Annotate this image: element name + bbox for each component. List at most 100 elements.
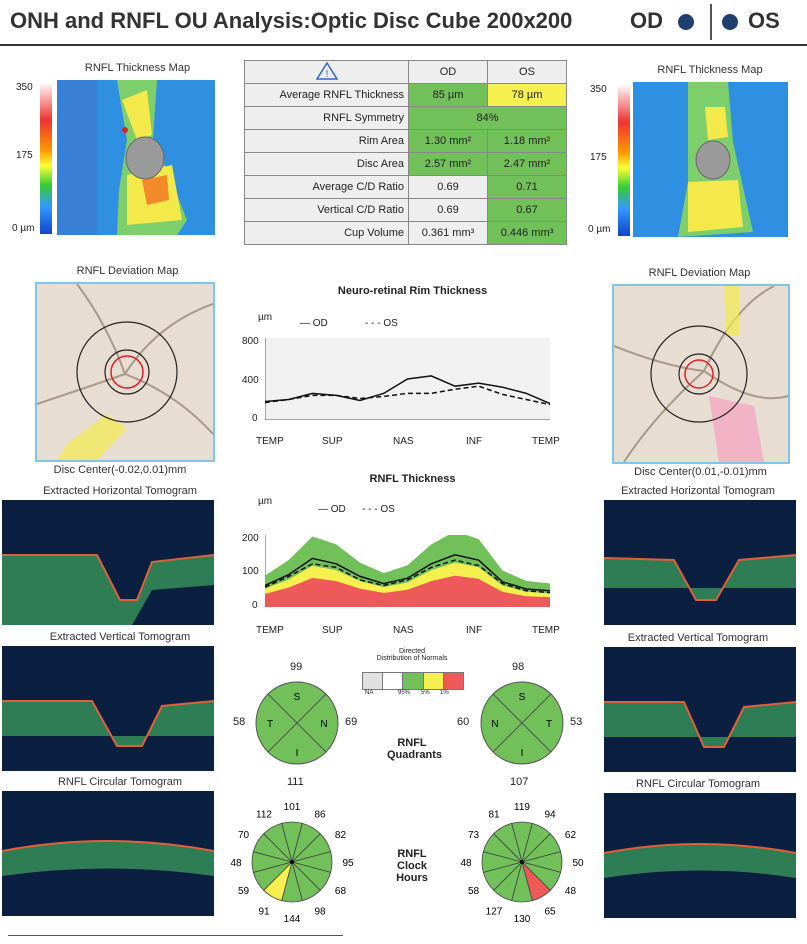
od-value: 2.57 mm² <box>408 152 488 176</box>
rnfl-chart-plot <box>265 535 550 607</box>
clock-value: 48 <box>565 886 577 897</box>
os-value: 0.67 <box>487 198 567 222</box>
clock-center <box>520 860 524 864</box>
rim-legend-os-text: OS <box>383 318 398 329</box>
od-quad-t: T <box>267 719 273 730</box>
od-horizontal-tomogram <box>2 500 214 625</box>
col-od: OD <box>408 60 488 84</box>
os-thickness-map-label: RNFL Thickness Map <box>657 64 763 76</box>
table-row: Rim Area 1.30 mm² 1.18 mm² <box>244 129 567 153</box>
legend-yellow-swatch <box>423 673 444 689</box>
os-quad-left: 60 <box>457 716 470 728</box>
od-vertical-tomogram-label: Extracted Vertical Tomogram <box>49 631 191 643</box>
series-os-line <box>265 559 550 594</box>
rnfl-legend-os: - - - OS <box>362 504 395 515</box>
legend-5: 5% <box>421 690 430 696</box>
warning-triangle-icon: ! <box>315 61 338 80</box>
clock-center <box>290 860 294 864</box>
series-od-line <box>265 554 550 592</box>
footer-divider <box>8 935 343 936</box>
quadrants-label-line2: Quadrants <box>387 749 443 761</box>
quadrants-label-line1: RNFL <box>397 737 427 749</box>
os-circular-tomogram <box>604 793 796 918</box>
row-label: Rim Area <box>244 129 409 153</box>
clock-value: 65 <box>544 906 556 917</box>
os-scale-max: 350 <box>590 84 607 95</box>
symmetry-value: 84% <box>408 106 567 130</box>
rim-xlabel: TEMP <box>256 436 284 447</box>
od-horizontal-tomogram-label: Extracted Horizontal Tomogram <box>43 485 197 497</box>
os-value: 2.47 mm² <box>487 152 567 176</box>
row-label: Vertical C/D Ratio <box>244 198 409 222</box>
row-label: Cup Volume <box>244 221 409 245</box>
os-value: 78 µm <box>487 83 567 107</box>
clock-value: 50 <box>572 858 584 869</box>
od-vertical-tomogram <box>2 646 214 771</box>
rim-unit: µm <box>258 312 273 323</box>
os-eye-icon <box>722 14 738 30</box>
os-quad-right: 53 <box>570 716 583 728</box>
normals-legend-title: Directed Distribution of Normals <box>362 648 462 662</box>
os-vertical-tomogram-label: Extracted Vertical Tomogram <box>627 632 769 644</box>
od-value: 1.30 mm² <box>408 129 488 153</box>
os-deviation-label: RNFL Deviation Map <box>648 267 751 279</box>
clock-value: 62 <box>565 830 577 841</box>
rim-xlabel: SUP <box>322 436 343 447</box>
legend-green-swatch <box>403 673 424 689</box>
legend-red-swatch <box>443 673 464 689</box>
rnfl-xlabel: TEMP <box>256 625 284 636</box>
rim-legend-od-text: OD <box>312 318 328 329</box>
rnfl-xlabel: TEMP <box>532 625 560 636</box>
scale-min: 0 µm <box>12 223 35 234</box>
os-quad-top: 98 <box>512 661 525 673</box>
clock-value: 70 <box>238 830 250 841</box>
od-quad-s: S <box>294 692 301 703</box>
table-row: Cup Volume 0.361 mm³ 0.446 mm³ <box>244 221 567 245</box>
od-thickness-map <box>57 80 215 235</box>
os-quadrant-circle: S N T I <box>480 681 564 765</box>
rnfl-xlabel: NAS <box>393 625 414 636</box>
rnfl-xlabel: SUP <box>322 625 343 636</box>
clock-value: 127 <box>486 906 503 917</box>
series-os-line <box>265 385 550 406</box>
legend-title-prefix: Directed <box>398 648 426 655</box>
od-eye-icon <box>678 14 694 30</box>
os-clock-hours: 119 94 62 50 48 65 130 127 58 48 73 81 <box>460 802 584 925</box>
rim-tick: 400 <box>242 375 259 386</box>
col-os: OS <box>487 60 567 84</box>
od-quad-left: 58 <box>233 716 246 728</box>
rim-xlabel: TEMP <box>532 436 560 447</box>
rnfl-tick: 200 <box>242 533 259 544</box>
report-header: ONH and RNFL OU Analysis:Optic Disc Cube… <box>0 0 807 46</box>
series-od-line <box>265 375 550 405</box>
legend-na: NA <box>365 690 374 696</box>
legend-95: 95% <box>398 690 411 696</box>
os-quad-s: S <box>519 692 526 703</box>
od-thickness-map-label: RNFL Thickness Map <box>84 62 191 74</box>
clock-value: 82 <box>335 830 347 841</box>
od-quad-top: 99 <box>290 661 303 673</box>
od-quad-bottom: 111 <box>287 776 304 788</box>
normal-band <box>265 575 550 607</box>
od-quad-right: 69 <box>345 716 358 728</box>
os-quad-bottom: 107 <box>510 776 529 788</box>
od-quad-i: I <box>296 748 299 759</box>
os-horizontal-tomogram <box>604 500 796 625</box>
rnfl-tick: 0 <box>252 600 258 611</box>
clock-value: 86 <box>314 810 326 821</box>
clock-value: 101 <box>284 802 301 813</box>
clock-hours-label: RNFL Clock Hours <box>387 848 437 884</box>
rim-xlabel: NAS <box>393 436 414 447</box>
os-value: 0.446 mm³ <box>487 221 567 245</box>
os-scale-mid: 175 <box>590 152 607 163</box>
od-quadrant-circle: S T N I <box>255 681 339 765</box>
normals-legend-bar <box>362 672 464 690</box>
clock-sector <box>263 822 293 864</box>
clock-value: 91 <box>258 906 270 917</box>
clock-label-line3: Hours <box>396 872 428 884</box>
clock-label-line2: Clock <box>397 860 427 872</box>
od-disc-center: Disc Center(-0.02,0.01)mm <box>53 464 187 476</box>
od-value: 85 µm <box>408 83 488 107</box>
row-label: RNFL Symmetry <box>244 106 409 130</box>
legend-white-swatch <box>383 673 404 689</box>
